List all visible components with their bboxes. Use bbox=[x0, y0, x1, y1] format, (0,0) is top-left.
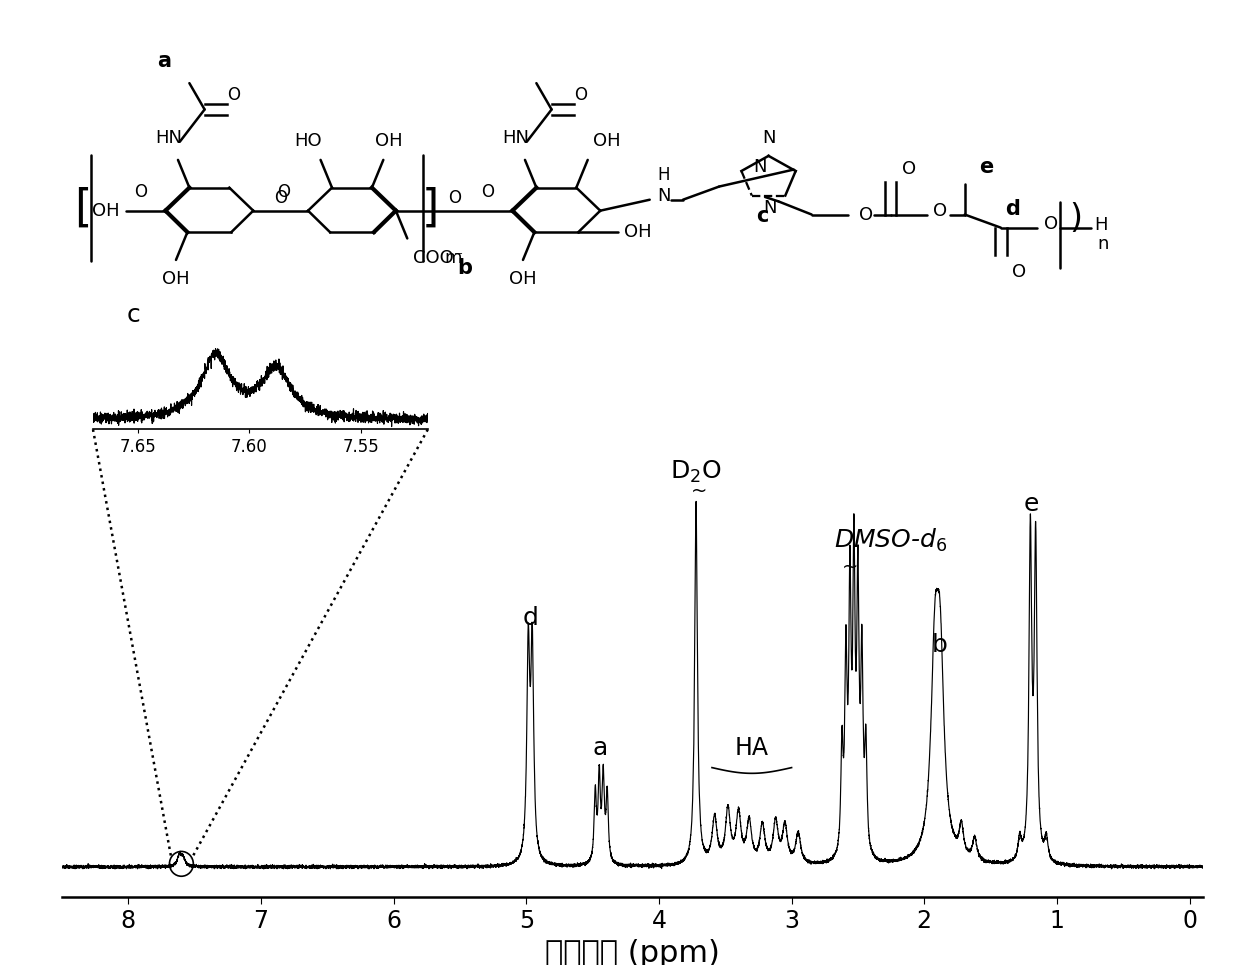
X-axis label: 化学位移 (ppm): 化学位移 (ppm) bbox=[544, 939, 720, 965]
Text: D$_2$O: D$_2$O bbox=[671, 458, 722, 485]
Text: O: O bbox=[481, 183, 495, 201]
Text: OH: OH bbox=[376, 131, 403, 150]
Text: O: O bbox=[227, 86, 241, 103]
Text: O: O bbox=[134, 183, 148, 201]
Text: a: a bbox=[593, 736, 608, 760]
Text: H: H bbox=[657, 166, 670, 183]
Text: ]: ] bbox=[422, 186, 439, 230]
Text: d: d bbox=[522, 606, 538, 630]
Text: O: O bbox=[574, 86, 588, 103]
Text: O: O bbox=[1044, 215, 1058, 233]
Text: b: b bbox=[932, 633, 949, 657]
Text: H: H bbox=[1094, 216, 1107, 234]
Text: O: O bbox=[448, 188, 460, 207]
Text: d: d bbox=[1006, 199, 1021, 219]
Text: N: N bbox=[753, 158, 766, 177]
Text: n: n bbox=[1097, 234, 1110, 253]
Text: m: m bbox=[444, 249, 461, 266]
Text: COO⁻: COO⁻ bbox=[413, 249, 464, 266]
Text: a: a bbox=[156, 51, 171, 70]
Text: O: O bbox=[1012, 262, 1027, 281]
Text: OH: OH bbox=[594, 131, 621, 150]
Text: O: O bbox=[901, 160, 916, 178]
Text: c: c bbox=[756, 207, 769, 227]
Text: ): ) bbox=[1069, 203, 1083, 235]
Text: e: e bbox=[980, 156, 993, 177]
Text: N: N bbox=[657, 187, 671, 206]
Text: HO: HO bbox=[294, 131, 322, 150]
Text: OH: OH bbox=[92, 202, 120, 220]
Text: ~: ~ bbox=[691, 482, 708, 500]
Text: HN: HN bbox=[155, 129, 182, 148]
Text: DMSO-$d_6$: DMSO-$d_6$ bbox=[835, 527, 947, 554]
Text: [: [ bbox=[74, 186, 92, 230]
Text: O: O bbox=[277, 183, 290, 201]
Text: O: O bbox=[859, 206, 873, 224]
Text: OH: OH bbox=[510, 270, 537, 289]
Text: b: b bbox=[456, 259, 472, 278]
Text: N: N bbox=[761, 129, 775, 147]
Text: N: N bbox=[763, 199, 776, 217]
Text: ~: ~ bbox=[842, 558, 858, 577]
Text: O: O bbox=[274, 188, 288, 207]
Text: HN: HN bbox=[502, 129, 529, 148]
Text: HA: HA bbox=[735, 736, 769, 760]
Text: e: e bbox=[1024, 491, 1039, 515]
Text: c: c bbox=[126, 303, 140, 327]
Text: OH: OH bbox=[624, 223, 651, 241]
Text: O: O bbox=[934, 202, 947, 220]
Text: OH: OH bbox=[162, 270, 190, 289]
